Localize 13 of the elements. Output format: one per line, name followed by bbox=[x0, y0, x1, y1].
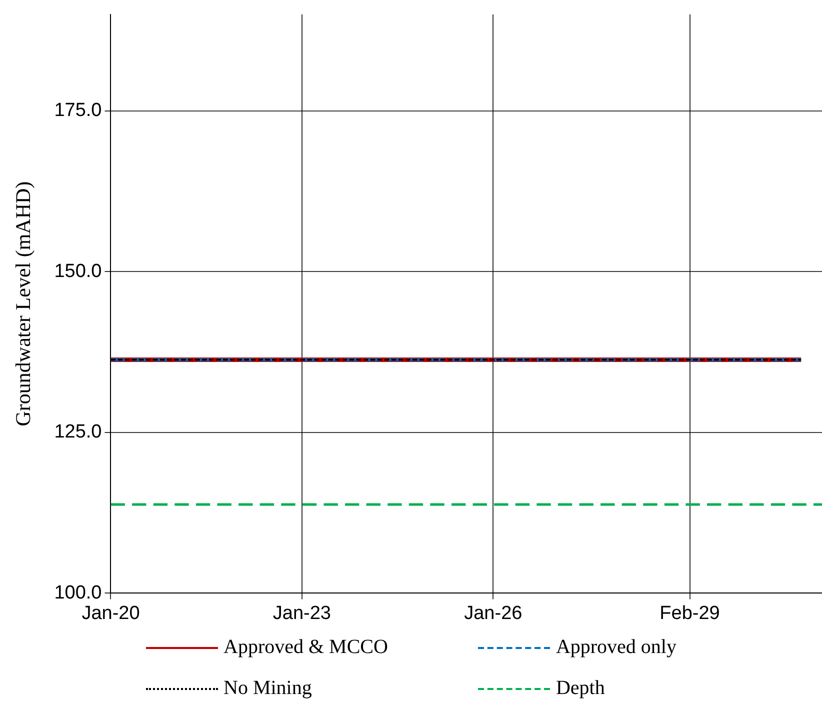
y-tick-label: 150.0 bbox=[54, 260, 102, 282]
y-tick-label: 175.0 bbox=[54, 100, 102, 122]
x-tick-label: Jan-23 bbox=[272, 602, 332, 624]
x-tick-label: Jan-20 bbox=[82, 602, 140, 624]
legend-label: No Mining bbox=[224, 677, 312, 700]
legend-label: Depth bbox=[556, 677, 605, 700]
x-tick-label: Feb-29 bbox=[660, 602, 720, 624]
legend-label: Approved only bbox=[556, 636, 676, 659]
y-tick-label: 100.0 bbox=[54, 582, 102, 604]
y-axis-title: Groundwater Level (mAHD) bbox=[11, 181, 36, 426]
x-tick-label: Jan-26 bbox=[464, 602, 522, 624]
legend-label: Approved & MCCO bbox=[224, 636, 388, 659]
y-tick-label: 125.0 bbox=[54, 422, 102, 443]
